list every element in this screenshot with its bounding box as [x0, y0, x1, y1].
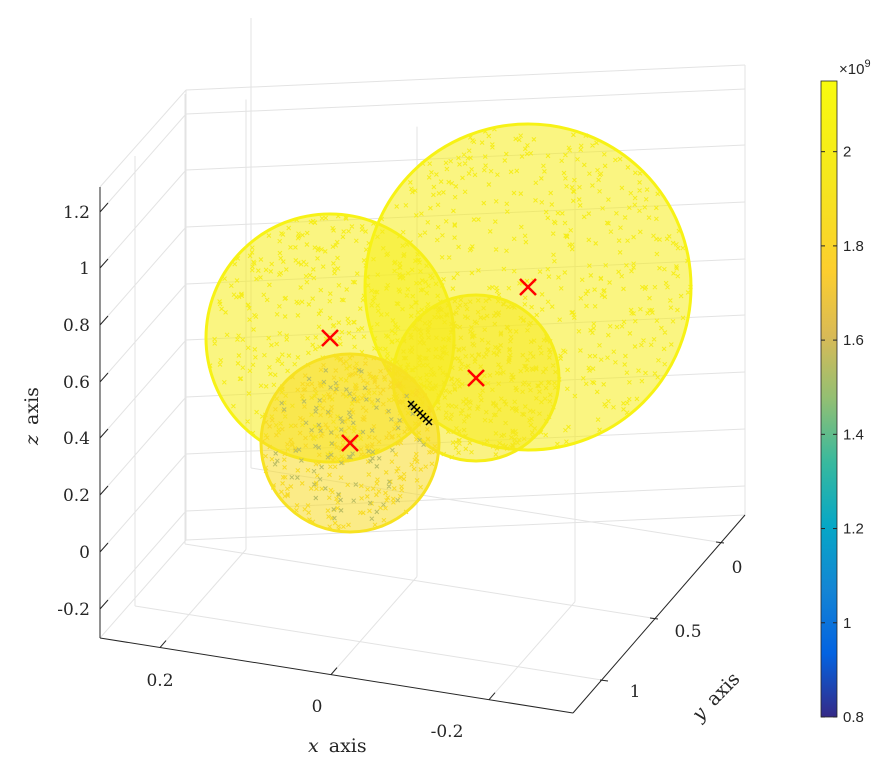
x-axis-line: [99, 637, 574, 714]
center-markers: [321, 278, 537, 452]
contact-marker: [407, 400, 433, 426]
z-tick: [99, 258, 109, 269]
gridline: [99, 453, 187, 553]
z-tick-label: 0.4: [63, 429, 90, 449]
x-tick-label: -0.2: [431, 722, 464, 742]
gridline: [185, 64, 746, 91]
colorbar-exponent: ×109: [839, 58, 871, 78]
z-tick: [99, 372, 109, 383]
sphere-rim: [363, 122, 693, 452]
z-tick-label: 0.8: [63, 316, 90, 336]
point-cloud: [204, 122, 693, 534]
z-axis-label: z axis: [21, 387, 43, 446]
y-tick: [715, 541, 725, 544]
gridline: [134, 605, 609, 682]
z-tick: [99, 428, 109, 439]
x-tick: [330, 667, 338, 675]
gridline: [185, 514, 746, 541]
z-tick: [99, 485, 109, 496]
gridline: [488, 601, 576, 701]
center-marker: [519, 278, 537, 296]
z-tick-label: 1.2: [63, 203, 90, 223]
sphere-rim: [259, 352, 441, 534]
gridline: [99, 539, 187, 639]
x-axis-label: x axis: [308, 735, 367, 757]
z-tick-label: 0.6: [63, 373, 90, 393]
z-tick-label: 0.2: [63, 486, 90, 506]
center-marker: [321, 329, 339, 347]
z-tick-label: 0: [79, 543, 90, 563]
x-tick: [488, 692, 496, 701]
y-tick-label: 0.5: [674, 622, 701, 642]
colorbar-tick-label: 1.2: [843, 521, 864, 538]
gridline: [99, 89, 187, 188]
colorbar: [820, 80, 838, 718]
gridline: [184, 543, 659, 620]
z-tick: [99, 599, 109, 610]
y-tick-label: 0: [732, 558, 743, 578]
tick-labels: 1.2 1 0.8 0.6 0.4 0.2 0 -0.2 0.2 0 -0.2 0 0.5 1: [57, 203, 742, 742]
y-tick: [649, 617, 659, 620]
x-tick-label: 0: [312, 697, 323, 717]
x-tick-label: 0.2: [146, 671, 173, 691]
x-tick: [159, 640, 167, 648]
y-tick-label: 1: [630, 682, 641, 702]
center-marker: [467, 369, 485, 387]
gridline: [99, 169, 187, 269]
z-tick-label: 1: [79, 259, 90, 279]
colorbar-tick-label: 2: [843, 144, 851, 161]
center-marker: [341, 434, 359, 452]
gridline: [185, 485, 746, 512]
colorbar-tick-label: 1.4: [843, 426, 864, 443]
colorbar-tick-label: 1: [843, 615, 851, 632]
gridline: [330, 576, 418, 675]
colorbar-ticks: 2 1.8 1.6 1.4 1.2 1 0.8: [821, 144, 864, 726]
gridline: [99, 226, 187, 326]
gridline: [159, 549, 247, 648]
z-tick: [99, 315, 109, 326]
gridline: [99, 283, 187, 383]
gridline: [99, 113, 187, 213]
z-tick: [99, 542, 109, 553]
sphere-hatch-low: [272, 367, 426, 522]
z-tick-label: -0.2: [57, 600, 90, 620]
gridline: [99, 510, 187, 610]
gridline: [185, 88, 746, 115]
gridline: [99, 396, 187, 496]
colorbar-tick-label: 1.6: [843, 332, 864, 349]
gridline: [99, 339, 187, 439]
axes-box: [99, 187, 746, 714]
y-axis-label: y axis: [687, 668, 744, 726]
z-tick: [99, 202, 109, 213]
colorbar-tick-label: 0.8: [843, 709, 864, 726]
colorbar-tick-label: 1.8: [843, 238, 864, 255]
sphere-hatch: [392, 296, 558, 460]
y-tick: [599, 679, 609, 682]
